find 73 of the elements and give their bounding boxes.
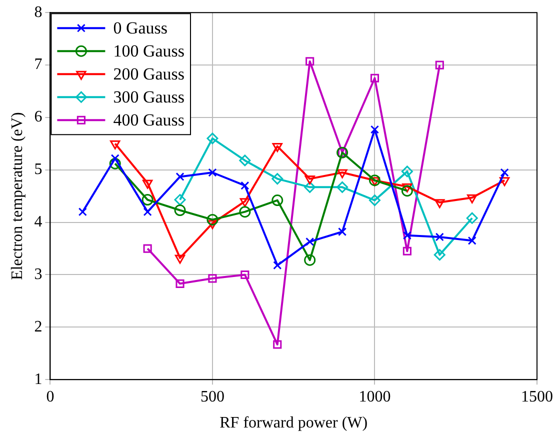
point	[208, 168, 217, 177]
legend-label: 400 Gauss	[113, 110, 185, 130]
point	[402, 183, 412, 192]
point	[370, 74, 380, 82]
point	[174, 204, 186, 216]
point	[306, 57, 314, 66]
point	[143, 244, 152, 253]
point	[338, 227, 347, 236]
point	[306, 237, 314, 246]
point	[370, 177, 380, 186]
point	[176, 172, 184, 181]
point	[208, 274, 217, 283]
point	[239, 206, 251, 218]
y-tick-label: 4	[34, 214, 42, 231]
point	[402, 231, 412, 240]
point	[176, 279, 184, 288]
point	[110, 140, 120, 150]
point	[78, 208, 87, 216]
point	[142, 180, 153, 189]
point	[435, 60, 444, 70]
point	[368, 194, 380, 206]
point	[499, 177, 510, 186]
point	[272, 194, 284, 206]
point	[240, 270, 250, 280]
point	[368, 174, 380, 186]
point	[336, 181, 348, 193]
y-tick-label: 5	[34, 161, 42, 178]
point	[206, 132, 218, 144]
y-tick-label: 8	[34, 4, 42, 21]
point	[174, 254, 186, 264]
point	[109, 158, 121, 170]
point	[304, 181, 316, 193]
y-tick-label: 1	[34, 370, 42, 388]
legend-label: 200 Gauss	[113, 64, 185, 84]
x-tick-label: 1500	[521, 388, 553, 406]
point	[370, 125, 380, 134]
point	[468, 236, 476, 245]
point	[401, 166, 413, 178]
y-axis-title: Electron temperature (eV)	[8, 112, 26, 280]
legend-label: 300 Gauss	[113, 88, 185, 107]
point	[304, 254, 316, 266]
x-tick-label: 500	[200, 388, 224, 406]
x-axis-title: RF forward power (W)	[220, 414, 368, 432]
point	[272, 173, 284, 185]
point	[401, 185, 413, 197]
point	[142, 194, 154, 206]
point	[273, 261, 282, 270]
point	[239, 154, 251, 166]
y-tick-label: 2	[34, 318, 42, 336]
x-tick-label: 0	[46, 388, 54, 406]
x-tick-label: 1000	[358, 388, 391, 406]
point	[206, 214, 218, 226]
point	[434, 199, 445, 208]
point	[304, 176, 315, 185]
y-tick-label: 3	[34, 266, 42, 283]
point	[402, 246, 412, 256]
point	[143, 208, 152, 216]
y-tick-label: 7	[34, 56, 42, 74]
point	[240, 198, 250, 208]
point	[500, 168, 509, 177]
point	[337, 169, 348, 178]
legend-label: 100 Gauss	[113, 42, 185, 61]
point	[240, 181, 250, 190]
point	[110, 154, 120, 163]
point	[434, 249, 446, 261]
point	[272, 143, 282, 152]
y-tick-label: 6	[34, 108, 42, 126]
point	[273, 340, 282, 349]
point	[435, 232, 444, 242]
point	[466, 212, 478, 224]
point	[174, 194, 186, 206]
point	[467, 194, 478, 204]
legend-label: 0 Gauss	[113, 18, 168, 38]
